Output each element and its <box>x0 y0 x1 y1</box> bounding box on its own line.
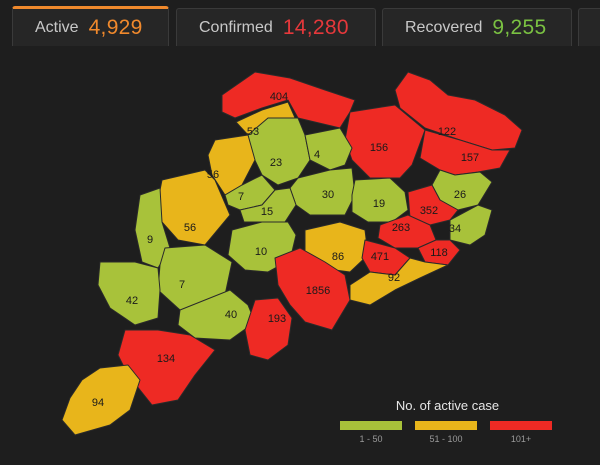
tab-recovered-value: 9,255 <box>492 15 547 39</box>
district-shape-28[interactable] <box>244 297 293 361</box>
district-value-label-19: 10 <box>255 246 267 258</box>
district-shape-3[interactable] <box>394 71 523 151</box>
district-value-label-16: 9 <box>147 234 153 246</box>
district-value-label-7: 4 <box>314 149 320 161</box>
district-value-label-2: 53 <box>247 126 259 138</box>
district-value-label-12: 19 <box>373 198 385 210</box>
stat-tabs: Active 4,929 Confirmed 14,280 Recovered … <box>0 0 600 48</box>
district-value-label-5: 157 <box>461 152 479 164</box>
legend-swatch-high <box>490 421 552 430</box>
district-shape-5[interactable] <box>419 129 511 176</box>
district-value-label-8: 56 <box>207 169 219 181</box>
district-value-label-30: 94 <box>92 397 104 409</box>
tab-active-label: Active <box>35 18 79 36</box>
district-value-label-11: 26 <box>454 189 466 201</box>
district-value-label-22: 118 <box>430 247 448 259</box>
legend-label-high: 101+ <box>510 434 532 444</box>
tab-recovered[interactable]: Recovered 9,255 <box>382 8 572 46</box>
district-shape-29[interactable] <box>117 329 216 406</box>
legend: No. of active case 1 - 50 51 - 100 101+ <box>340 398 555 449</box>
legend-swatches: 1 - 50 51 - 100 101+ <box>340 421 555 449</box>
legend-swatch-low <box>340 421 402 430</box>
district-value-label-26: 1856 <box>306 285 330 297</box>
district-value-label-29: 134 <box>157 353 175 365</box>
district-shape-14[interactable] <box>239 187 297 223</box>
district-shape-30[interactable] <box>61 364 141 436</box>
district-value-label-23: 92 <box>388 272 400 284</box>
district-value-label-6: 23 <box>270 157 282 169</box>
district-value-label-14: 15 <box>261 206 273 218</box>
tab-active[interactable]: Active 4,929 <box>12 6 169 46</box>
tab-confirmed-label: Confirmed <box>199 18 273 36</box>
district-value-label-28: 193 <box>268 313 286 325</box>
district-value-label-25: 42 <box>126 295 138 307</box>
legend-swatch-mid <box>415 421 477 430</box>
tab-more[interactable] <box>578 8 600 46</box>
district-value-label-13: 352 <box>420 205 438 217</box>
district-shape-7[interactable] <box>304 127 353 171</box>
district-value-label-18: 34 <box>449 223 461 235</box>
tab-confirmed-value: 14,280 <box>282 15 349 39</box>
district-value-label-10: 30 <box>322 189 334 201</box>
legend-title: No. of active case <box>395 398 500 413</box>
district-value-label-20: 86 <box>332 251 344 263</box>
district-value-label-3: 122 <box>438 126 456 138</box>
district-value-label-1: 404 <box>270 91 288 103</box>
district-value-label-17: 263 <box>392 222 410 234</box>
legend-label-mid: 51 - 100 <box>429 434 463 444</box>
district-value-label-4: 156 <box>370 142 388 154</box>
district-value-label-21: 471 <box>371 251 389 263</box>
tab-confirmed[interactable]: Confirmed 14,280 <box>176 8 376 46</box>
tab-recovered-label: Recovered <box>405 18 483 36</box>
legend-label-low: 1 - 50 <box>359 434 383 444</box>
district-value-label-9: 7 <box>238 191 244 203</box>
district-shape-26[interactable] <box>274 247 351 331</box>
district-value-label-24: 7 <box>179 279 185 291</box>
district-value-label-27: 40 <box>225 309 237 321</box>
district-shape-25[interactable] <box>97 261 161 326</box>
tab-active-value: 4,929 <box>88 15 143 39</box>
district-shape-23[interactable] <box>349 257 449 306</box>
district-value-label-15: 56 <box>184 222 196 234</box>
